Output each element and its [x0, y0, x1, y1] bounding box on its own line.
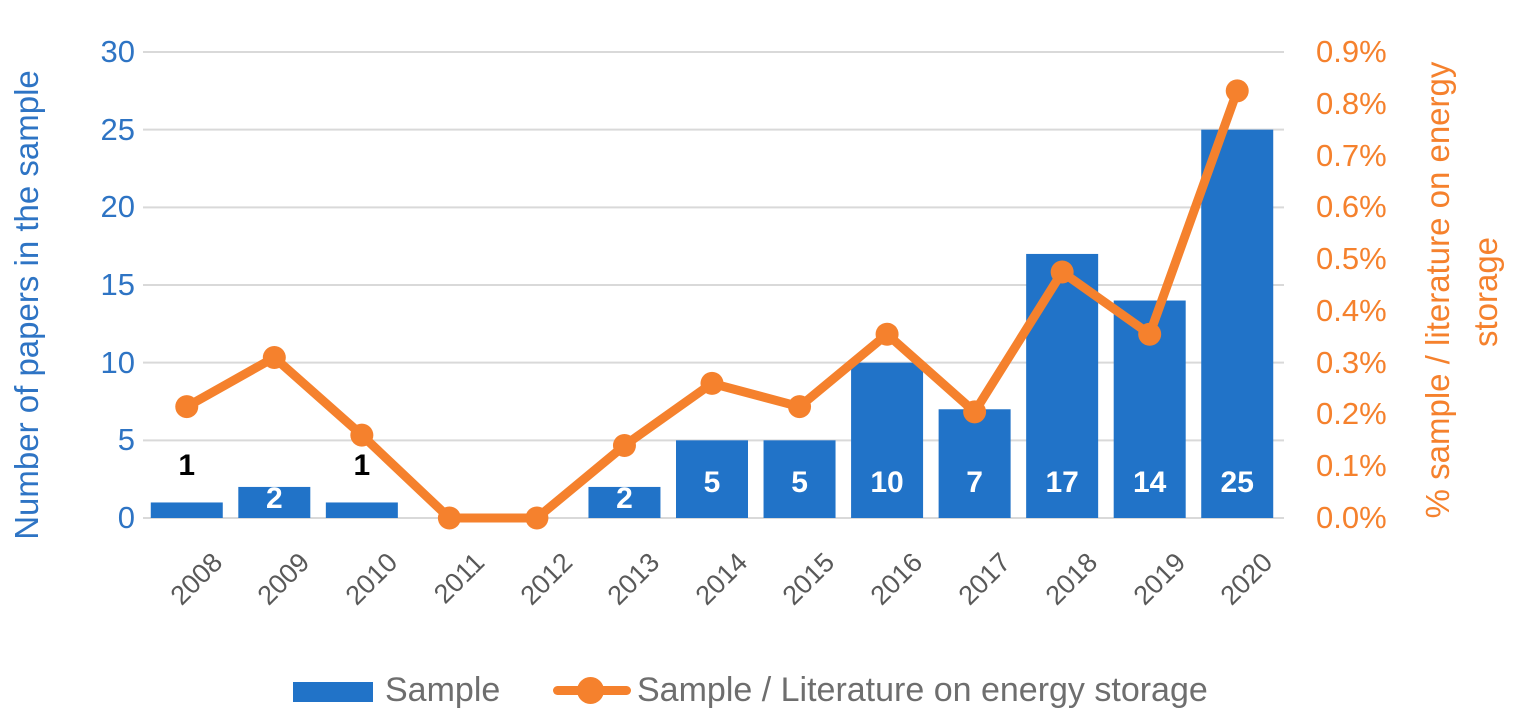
right-tick-0.9%: 0.9% — [1316, 34, 1387, 69]
ratio-marker-2010 — [350, 423, 374, 447]
ratio-marker-2020 — [1225, 79, 1249, 103]
left-tick-0: 0 — [117, 500, 135, 535]
legend-sample-swatch — [293, 682, 373, 702]
left-tick-15: 15 — [100, 267, 135, 302]
right-tick-0.5%: 0.5% — [1316, 241, 1387, 277]
bar-2020 — [1201, 129, 1274, 518]
ratio-marker-2017 — [963, 400, 987, 424]
bar-2017 — [938, 409, 1011, 518]
legend-ratio-label: Sample / Literature on energy storage — [637, 671, 1208, 709]
right-tick-0.1%: 0.1% — [1316, 448, 1387, 484]
bar-label-2016: 10 — [870, 466, 903, 499]
legend-sample-label: Sample — [385, 671, 501, 709]
bar-label-2008: 1 — [178, 449, 195, 482]
right-tick-0.4%: 0.4% — [1316, 292, 1387, 328]
left-tick-5: 5 — [117, 422, 135, 458]
ratio-marker-2012 — [525, 506, 549, 530]
right-tick-0.2%: 0.2% — [1316, 396, 1387, 432]
ratio-marker-2015 — [788, 395, 812, 419]
bar-label-2017: 7 — [966, 466, 983, 499]
left-tick-25: 25 — [100, 111, 135, 147]
bar-label-2010: 1 — [354, 449, 371, 482]
bar-label-2014: 5 — [704, 466, 721, 499]
ratio-marker-2011 — [437, 506, 461, 530]
ratio-marker-2014 — [700, 371, 724, 395]
ratio-marker-2016 — [875, 322, 899, 346]
ratio-marker-2018 — [1050, 260, 1074, 284]
bar-label-2019: 14 — [1133, 466, 1167, 499]
bar-label-2020: 25 — [1221, 466, 1254, 499]
bar-2013 — [588, 486, 661, 518]
bar-label-2018: 17 — [1045, 466, 1078, 499]
right-tick-0.6%: 0.6% — [1316, 189, 1387, 225]
ratio-marker-2019 — [1138, 322, 1162, 346]
bar-2014 — [676, 440, 748, 518]
bar-2010 — [325, 502, 398, 518]
right-tick-0.8%: 0.8% — [1316, 85, 1387, 121]
right-tick-0.7%: 0.7% — [1316, 137, 1387, 173]
right-tick-0.0%: 0.0% — [1316, 500, 1387, 535]
left-tick-20: 20 — [100, 189, 135, 225]
left-tick-10: 10 — [100, 344, 135, 380]
ratio-marker-2008 — [175, 395, 199, 419]
ratio-marker-2013 — [612, 434, 636, 458]
legend-line-marker-icon — [577, 677, 604, 704]
right-tick-0.3%: 0.3% — [1316, 344, 1387, 380]
bar-label-2013: 2 — [616, 482, 633, 515]
bar-label-2015: 5 — [791, 466, 808, 499]
bar-label-2009: 2 — [266, 482, 283, 515]
bar-2016 — [851, 362, 924, 518]
bar-2015 — [763, 440, 836, 518]
right-axis-title-line2: storage — [1467, 236, 1504, 348]
bar-2009 — [238, 486, 311, 518]
bar-2008 — [150, 502, 223, 518]
left-tick-30: 30 — [100, 34, 135, 69]
ratio-marker-2009 — [262, 345, 286, 369]
bar-2018 — [1026, 253, 1099, 518]
